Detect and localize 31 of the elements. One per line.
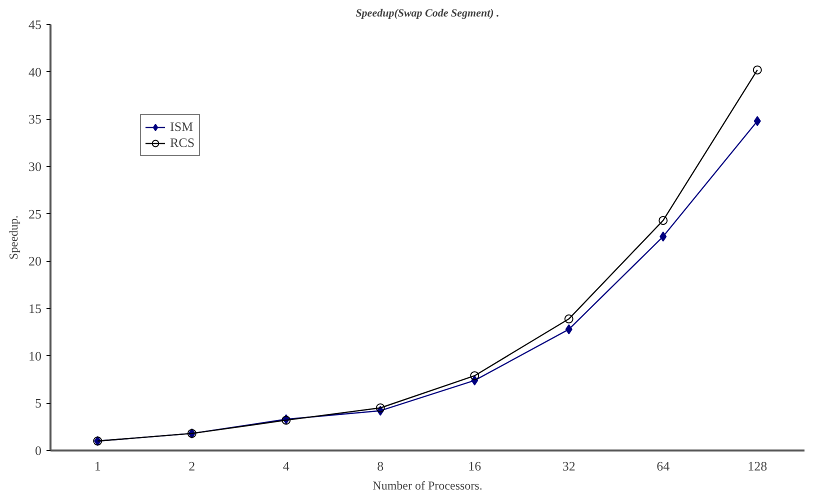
point xyxy=(752,65,762,74)
x-tick-label: 8 xyxy=(377,458,384,474)
legend-label: ISM xyxy=(170,119,194,135)
y-tick-label: 25 xyxy=(28,206,42,222)
point xyxy=(565,324,572,334)
point xyxy=(470,371,480,380)
x-tick-label: 64 xyxy=(656,458,670,474)
y-tick-label: 40 xyxy=(28,64,42,80)
x-tick-label: 16 xyxy=(468,458,482,474)
y-axis-title: Speedup. xyxy=(6,215,20,260)
y-tick-label: 10 xyxy=(28,348,42,364)
legend-label: RCS xyxy=(170,135,195,151)
chart-title: Speedup(Swap Code Segment) . xyxy=(356,8,500,20)
x-tick-label: 4 xyxy=(282,458,290,474)
y-tick-label: 15 xyxy=(28,301,42,316)
point xyxy=(376,403,385,412)
point xyxy=(564,314,574,324)
y-tick-label: 5 xyxy=(35,396,42,411)
point xyxy=(658,216,668,225)
point xyxy=(660,232,667,242)
y-tick-label: 20 xyxy=(28,254,42,269)
y-tick-label: 35 xyxy=(28,112,42,127)
point xyxy=(754,116,761,126)
x-tick-label: 32 xyxy=(562,458,576,474)
x-tick-label: 128 xyxy=(748,458,768,474)
y-tick-label: 0 xyxy=(35,443,42,458)
x-axis-title: Number of Processors. xyxy=(372,478,482,492)
y-tick-label: 45 xyxy=(28,17,42,32)
y-tick-label: 30 xyxy=(28,159,42,174)
x-tick-label: 1 xyxy=(94,458,101,474)
x-tick-label: 2 xyxy=(188,458,196,474)
